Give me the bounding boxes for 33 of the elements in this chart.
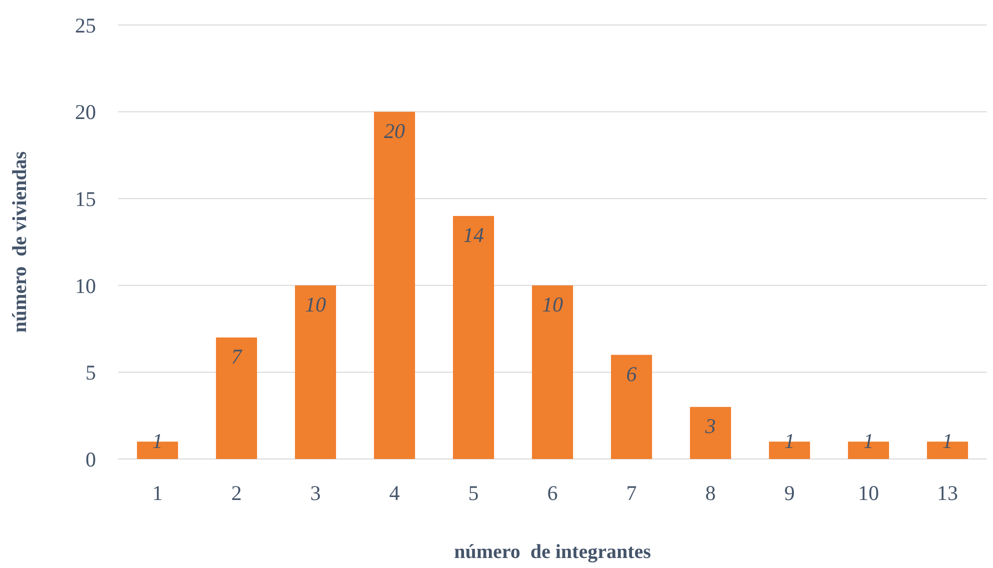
bar bbox=[532, 285, 574, 459]
x-tick-label: 2 bbox=[231, 481, 242, 505]
y-tick-label: 10 bbox=[75, 274, 96, 298]
x-tick-label: 3 bbox=[310, 481, 321, 505]
data-label: 3 bbox=[704, 414, 716, 438]
bar bbox=[374, 112, 416, 459]
data-label: 6 bbox=[626, 362, 638, 386]
y-tick-label: 0 bbox=[86, 447, 96, 472]
data-label: 10 bbox=[305, 292, 326, 316]
y-tick-label: 25 bbox=[75, 13, 96, 38]
x-tick-label: 9 bbox=[784, 481, 795, 505]
x-tick-label: 4 bbox=[389, 481, 400, 505]
y-tick-label: 20 bbox=[75, 100, 96, 124]
y-tick-label: 15 bbox=[75, 186, 96, 211]
y-tick-label: 5 bbox=[86, 360, 96, 385]
x-tick-label: 13 bbox=[937, 481, 958, 505]
x-tick-label: 6 bbox=[547, 481, 558, 505]
x-tick-label: 8 bbox=[705, 481, 716, 505]
x-tick-label: 5 bbox=[468, 481, 479, 505]
data-label: 14 bbox=[463, 222, 484, 247]
bar bbox=[294, 285, 336, 459]
x-axis-title: número de integrantes bbox=[454, 541, 652, 563]
data-label: 10 bbox=[542, 292, 564, 316]
y-axis-title: número de viviendas bbox=[9, 151, 31, 333]
bar bbox=[216, 337, 258, 459]
x-tick-label: 1 bbox=[152, 481, 163, 505]
data-label: 7 bbox=[231, 344, 244, 368]
bar bbox=[610, 354, 652, 459]
x-tick-label: 10 bbox=[858, 481, 879, 505]
x-tick-label: 7 bbox=[626, 481, 637, 505]
data-label: 20 bbox=[384, 118, 406, 143]
bar bbox=[452, 216, 494, 459]
bar bbox=[690, 406, 732, 459]
